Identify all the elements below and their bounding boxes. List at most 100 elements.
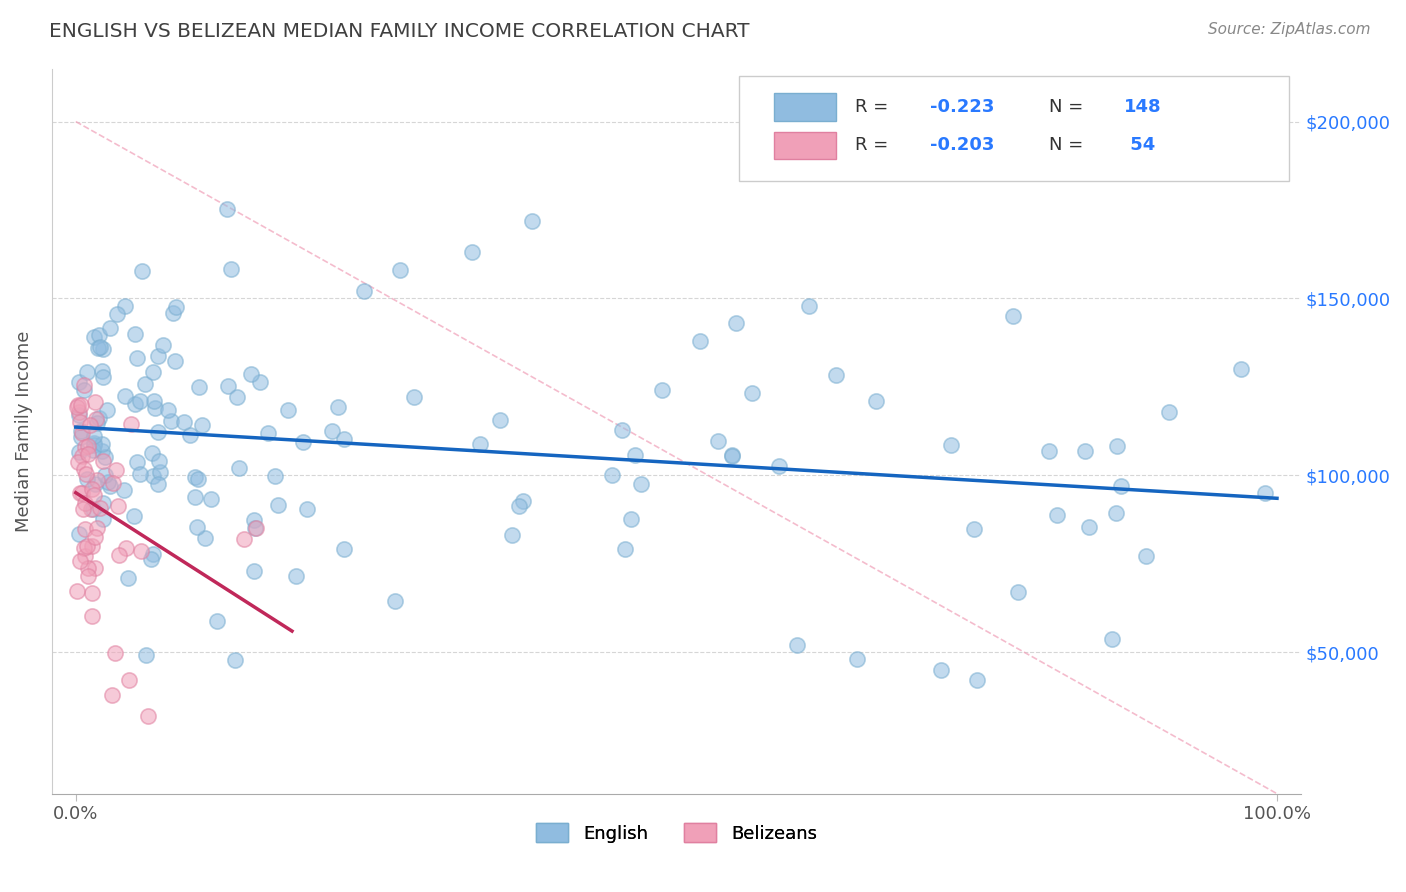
Point: [70, 430, 93, 444]
Point: [489, 413, 512, 427]
Point: [87, 411, 110, 425]
Point: [142, 393, 165, 408]
Point: [70, 486, 93, 500]
Point: [720, 450, 742, 464]
Point: [83, 330, 105, 344]
Point: [91, 342, 114, 356]
Text: N =: N =: [1049, 136, 1088, 154]
Point: [96, 403, 118, 417]
Point: [66, 400, 89, 414]
Point: [120, 417, 142, 431]
Point: [142, 547, 165, 561]
Text: 148: 148: [1123, 98, 1161, 116]
Point: [66, 584, 89, 599]
Text: -0.203: -0.203: [929, 136, 994, 154]
Text: N =: N =: [1049, 98, 1088, 116]
Point: [108, 548, 131, 562]
Point: [1135, 549, 1157, 564]
Point: [148, 453, 170, 467]
Point: [786, 638, 808, 652]
Text: R =: R =: [855, 136, 894, 154]
Point: [75, 467, 97, 481]
Point: [941, 438, 963, 452]
Point: [83, 488, 105, 502]
Point: [152, 337, 174, 351]
Point: [623, 448, 645, 462]
Point: [89, 500, 111, 515]
Point: [402, 390, 425, 404]
Point: [76, 539, 98, 553]
Point: [141, 552, 163, 566]
Point: [146, 425, 169, 440]
Point: [103, 475, 125, 490]
Point: [84, 530, 107, 544]
Point: [284, 569, 307, 583]
Point: [76, 560, 98, 574]
Point: [79, 418, 101, 433]
Point: [98, 479, 121, 493]
Point: [1230, 362, 1253, 376]
Point: [512, 493, 534, 508]
Point: [256, 426, 278, 441]
Point: [187, 472, 209, 486]
Point: [80, 501, 103, 516]
Point: [613, 541, 636, 556]
Point: [141, 446, 163, 460]
Point: [277, 402, 299, 417]
Point: [159, 414, 181, 428]
Point: [470, 437, 492, 451]
Point: [67, 445, 90, 459]
Point: [187, 380, 209, 394]
Point: [70, 398, 93, 412]
Point: [651, 384, 673, 398]
Point: [114, 541, 136, 556]
Point: [929, 663, 952, 677]
Point: [1105, 506, 1128, 520]
Point: [84, 412, 107, 426]
Point: [1254, 486, 1277, 500]
Point: [124, 327, 146, 342]
Point: [73, 378, 96, 392]
Point: [80, 586, 103, 600]
Point: [163, 354, 186, 368]
Point: [145, 401, 167, 415]
Point: [1007, 585, 1029, 599]
Point: [205, 614, 228, 628]
Text: R =: R =: [855, 98, 894, 116]
Point: [98, 320, 121, 334]
Point: [292, 435, 315, 450]
Point: [125, 454, 148, 468]
Text: Source: ZipAtlas.com: Source: ZipAtlas.com: [1208, 22, 1371, 37]
Point: [70, 449, 93, 463]
Point: [162, 306, 184, 320]
Point: [87, 328, 110, 343]
Point: [149, 465, 172, 479]
Point: [612, 423, 634, 437]
Point: [245, 521, 267, 535]
Point: [84, 395, 107, 409]
Point: [91, 370, 114, 384]
Text: -0.223: -0.223: [929, 98, 994, 116]
Point: [124, 396, 146, 410]
Point: [93, 450, 115, 465]
Point: [105, 463, 128, 477]
Point: [630, 476, 652, 491]
Point: [80, 482, 103, 496]
Point: [67, 398, 90, 412]
Point: [91, 454, 114, 468]
Point: [76, 439, 98, 453]
Point: [129, 543, 152, 558]
Point: [461, 245, 484, 260]
Point: [173, 415, 195, 429]
Point: [333, 433, 356, 447]
Point: [1101, 632, 1123, 646]
Text: ENGLISH VS BELIZEAN MEDIAN FAMILY INCOME CORRELATION CHART: ENGLISH VS BELIZEAN MEDIAN FAMILY INCOME…: [49, 22, 749, 41]
Point: [600, 467, 623, 482]
Point: [243, 564, 266, 578]
Point: [194, 532, 217, 546]
Point: [84, 561, 107, 575]
Point: [224, 653, 246, 667]
Point: [76, 365, 98, 379]
Point: [136, 709, 159, 723]
Point: [321, 424, 343, 438]
